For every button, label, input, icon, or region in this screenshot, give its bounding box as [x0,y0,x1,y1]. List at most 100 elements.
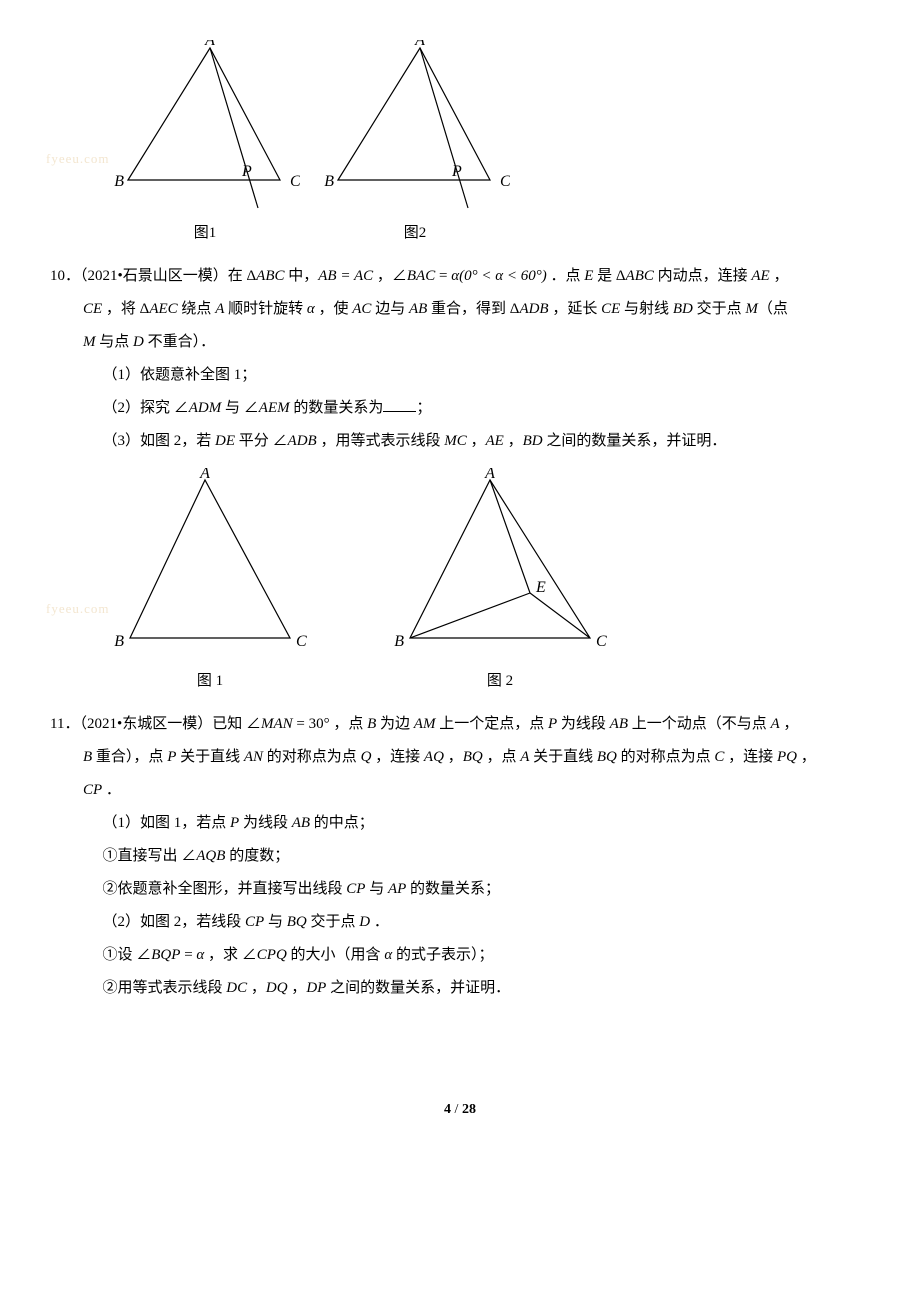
p10-q3b: 平分 ∠ [235,433,288,449]
svg-text:C: C [500,173,510,190]
p11-A: A [771,716,780,732]
p10-q2a: （2）探究 ∠ [103,400,189,416]
p11-q22c: ， [288,980,307,996]
p11-l1d: 上一个定点，点 [435,716,548,732]
p10-alpha: α [451,268,459,284]
p10-l1-b: 中， [285,268,319,284]
p11-q2BQ: BQ [287,914,307,930]
figure-mid-2: A B C E 图 2 [390,468,610,698]
p10-BD: BD [673,301,693,317]
p10-c1: ， [373,268,392,284]
p10-q3f: 之间的数量关系，并证明． [543,433,727,449]
p10-AEC: AEC [149,301,177,317]
p11-AN: AN [244,749,263,765]
p10-al2: α [307,301,315,317]
p10-eq: = [435,268,451,284]
watermark: fyeeu.com [46,595,110,624]
p11-l2h: 的对称点为点 [617,749,715,765]
p11-l2g: 关于直线 [529,749,597,765]
p11-Q: Q [361,749,372,765]
p11-q2: （2）如图 2，若线段 CP 与 BQ 交于点 D ． [103,906,871,939]
figure-row-mid: A B C 图 1 A B C E 图 2 [110,468,870,698]
p11-q22: ②用等式表示线段 DC ，DQ ，DP 之间的数量关系，并证明． [103,972,871,1005]
p11-PQ: PQ [777,749,797,765]
p11-l2d: ，连接 [371,749,424,765]
figure-mid-1: A B C 图 1 [110,468,310,698]
svg-text:A: A [199,468,210,482]
p11-q2d: ． [370,914,389,930]
svg-text:B: B [394,633,404,650]
p10-AC: AC [352,301,371,317]
figure-top-1: A B C P 图1 [110,40,300,250]
p11-l2a: 重合），点 [92,749,167,765]
p10-ADM: ADM [189,400,222,416]
p10-l3b: 不重合）． [144,334,215,350]
p11-q2b: 与 [264,914,287,930]
p11-P: P [548,716,557,732]
p10-M: M [745,301,758,317]
p11-P2: P [167,749,176,765]
svg-text:A: A [204,40,215,49]
p11-l2j: ， [797,749,816,765]
svg-text:E: E [535,579,546,596]
p10-l2d: ，使 [315,301,353,317]
page-cur: 4 [444,1102,451,1117]
p10-M2: M [83,334,96,350]
p11-B: B [367,716,376,732]
p10-q2c: 的数量关系为 [290,400,384,416]
fig-top-2-caption: 图2 [320,217,510,250]
p10-AE: AE [751,268,769,284]
p10-ang: ∠ [392,268,407,284]
p10-AEM: AEM [259,400,290,416]
p11-l2e: ， [444,749,463,765]
p11-q12: ②依题意补全图形，并直接写出线段 CP 与 AP 的数量关系； [103,873,871,906]
p11-q11a: ①直接写出 ∠ [103,848,197,864]
p11-q12AP: AP [388,881,406,897]
p10-l1-f: ， [770,268,789,284]
p11-l2f: ，点 [483,749,521,765]
p10-q2: （2）探究 ∠ADM 与 ∠AEM 的数量关系为； [103,392,871,425]
p10-l2h: 与射线 [620,301,673,317]
p11-l1c: 为边 [376,716,414,732]
p11-BQP: BQP [151,947,180,963]
p10-abc2: ABC [626,268,654,284]
p10-AE2: AE [485,433,503,449]
p11-AM: AM [414,716,436,732]
p11-q12CP: CP [346,881,365,897]
p11-q21b: = [180,947,196,963]
p11-al2: α [384,947,392,963]
p10-q3d: ， [467,433,486,449]
p10-rng: (0° < α < 60°) [459,268,547,284]
p10-bac: BAC [407,268,435,284]
p10-line3: M 与点 D 不重合）． [83,326,870,359]
blank-underline [383,398,416,413]
svg-text:A: A [484,468,495,482]
p11-q21d: 的大小（用含 [287,947,385,963]
p11-q21c: ，求 ∠ [204,947,257,963]
svg-text:C: C [296,633,307,650]
p10-CE2: CE [601,301,620,317]
p10-l1-e: 内动点，连接 [654,268,752,284]
p11-BQ2: BQ [597,749,617,765]
p11-q22b: ， [247,980,266,996]
p11-l1g: ， [780,716,799,732]
p11-q2c: 交于点 [307,914,360,930]
p10-ADB: ADB [519,301,548,317]
svg-text:A: A [414,40,425,49]
watermark: fyeeu.com [46,145,110,174]
page-sep: / [451,1102,462,1117]
p11-q12a: ②依题意补全图形，并直接写出线段 [103,881,347,897]
p10-CE: CE [83,301,102,317]
p11-q1P: P [230,815,239,831]
figure-top-2: A B C P 图2 [320,40,510,250]
p10-line1: 10．（2021•石景山区一模）在 ΔABC 中，AB = AC ，∠BAC =… [50,260,870,293]
p11-DC: DC [226,980,247,996]
p11-q22d: 之间的数量关系，并证明． [326,980,510,996]
p11-q2CP: CP [245,914,264,930]
p10-l2g: ，延长 [549,301,602,317]
p11-BQ: BQ [463,749,483,765]
p11-DP: DP [306,980,326,996]
p11-A2: A [520,749,529,765]
p11-q21: ①设 ∠BQP = α ，求 ∠CPQ 的大小（用含 α 的式子表示）； [103,939,871,972]
p10-l2b: 绕点 [178,301,216,317]
